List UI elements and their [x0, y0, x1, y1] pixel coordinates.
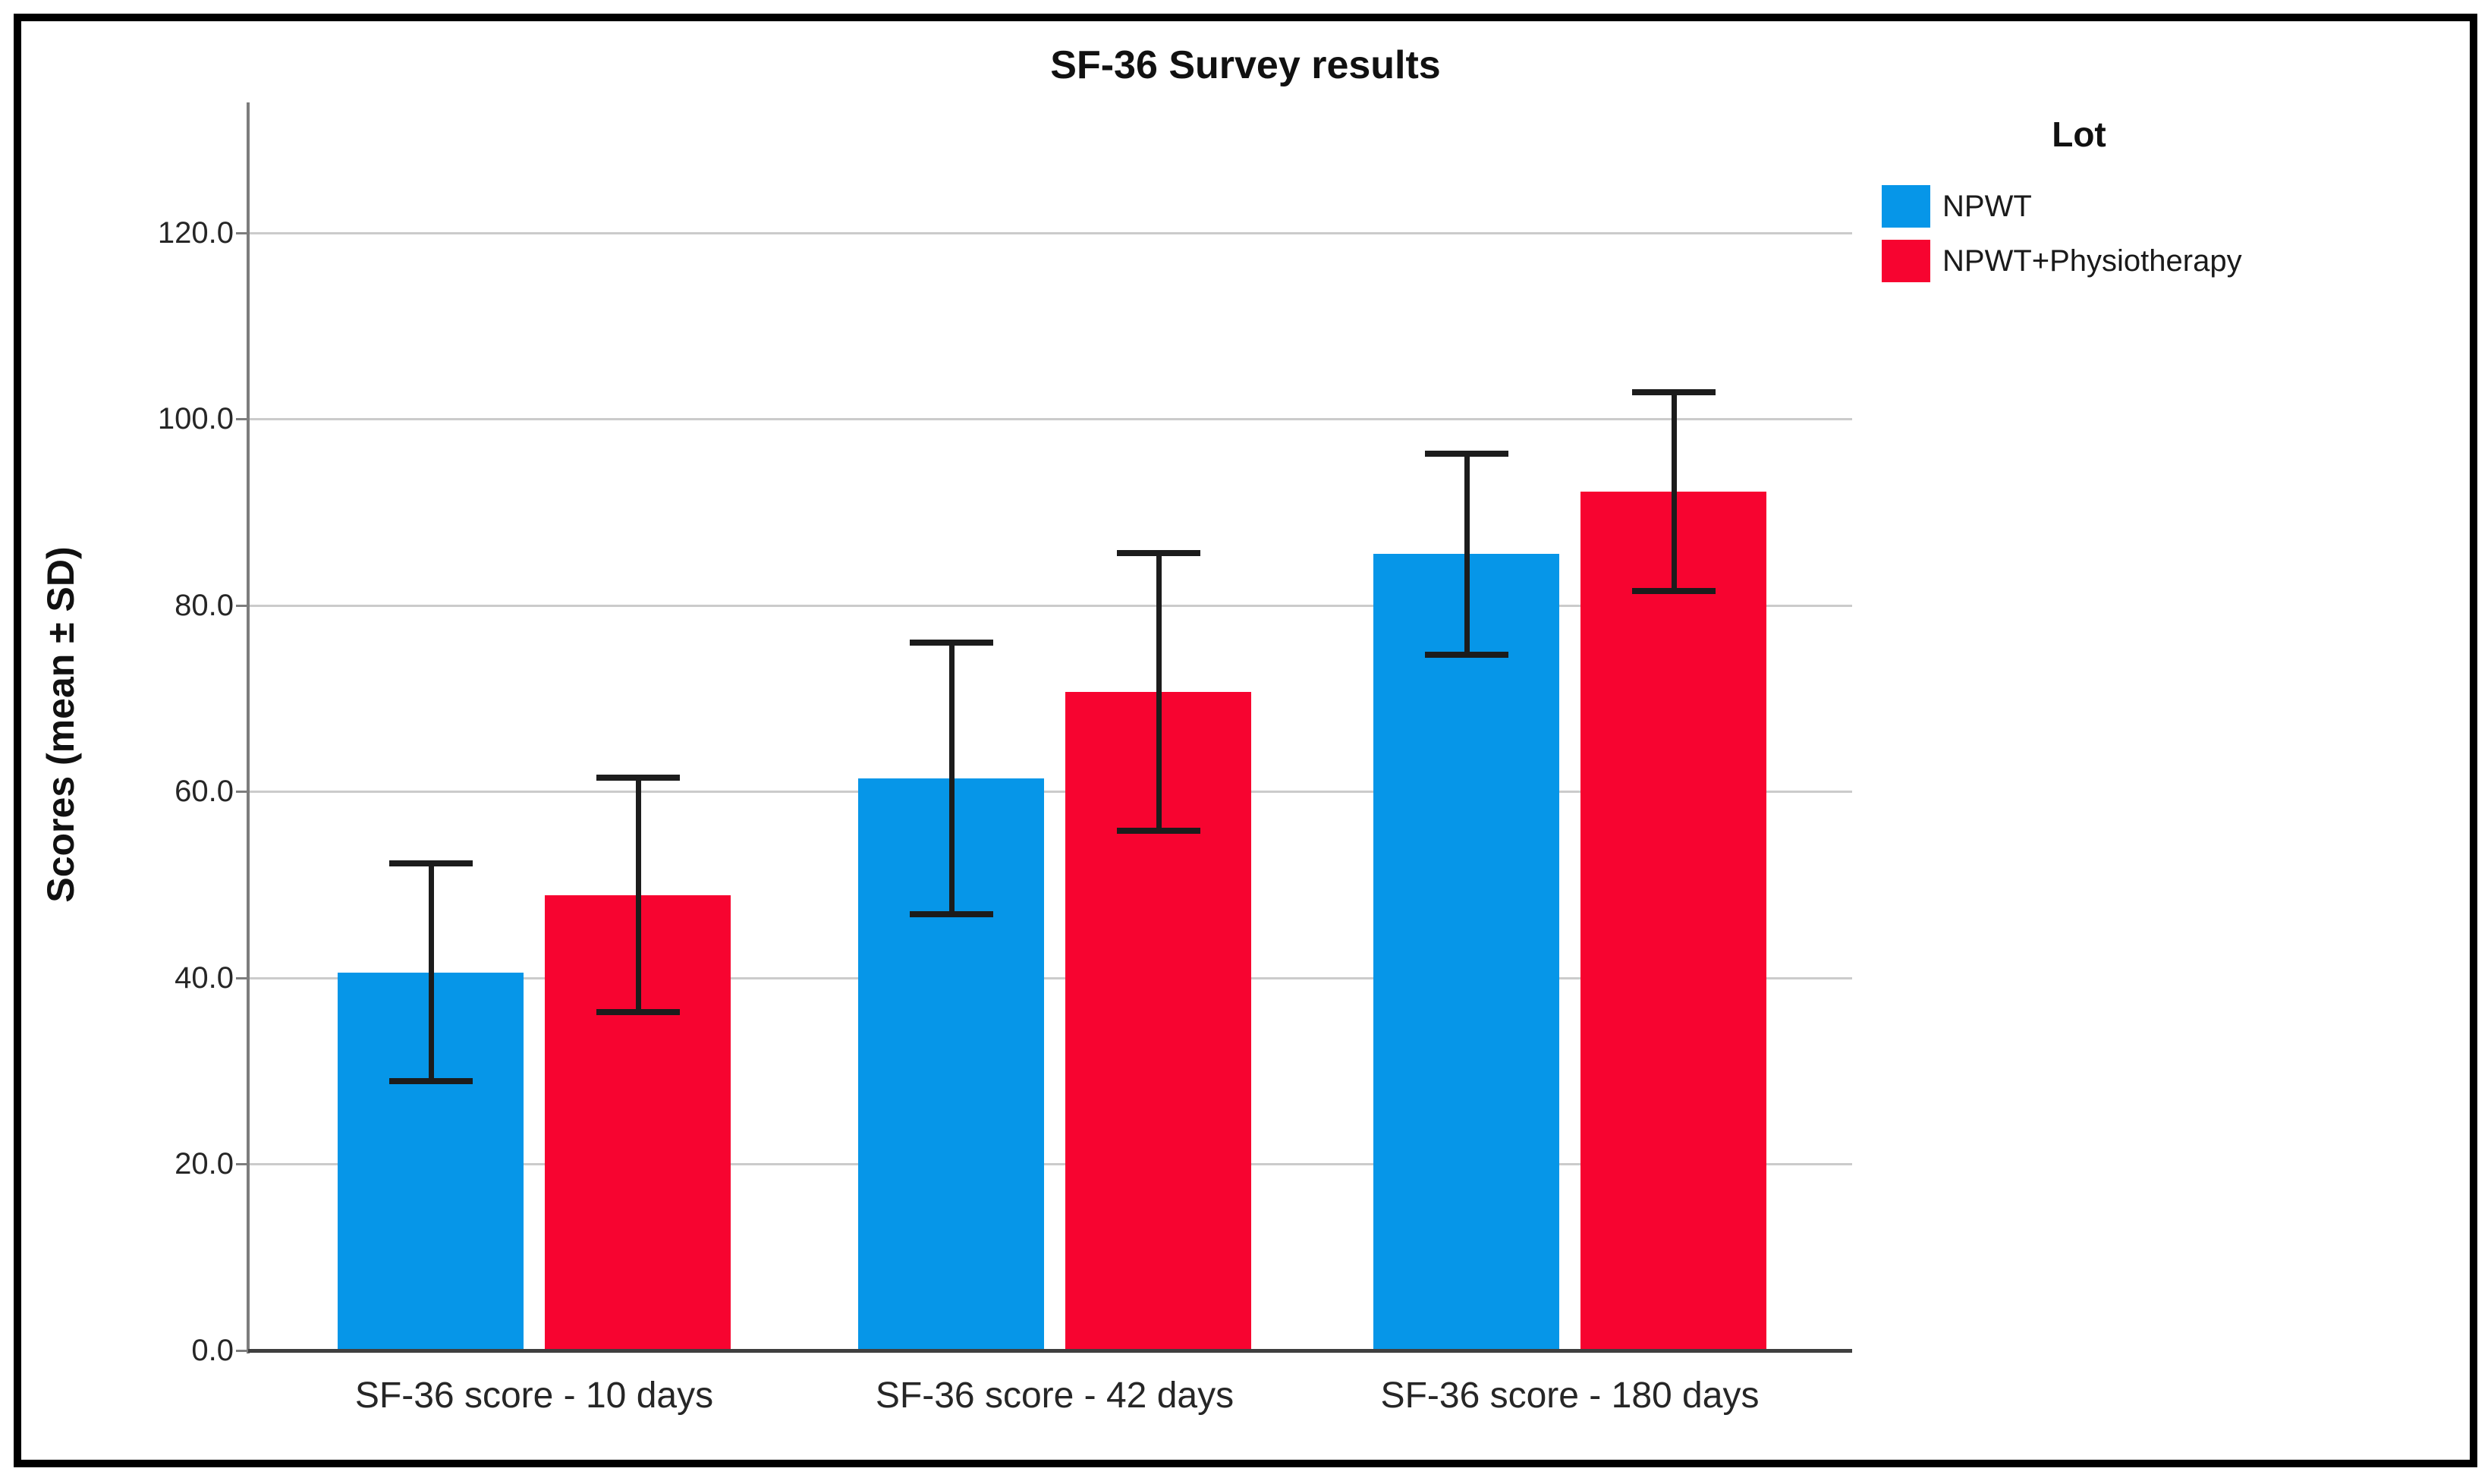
y-axis-tick-120 — [236, 231, 247, 234]
y-tick-label-100: 100.0 — [157, 402, 234, 436]
gridline-40 — [248, 976, 1852, 979]
legend-label: NPWT+Physiotherapy — [1942, 244, 2242, 278]
error-bar-NPWT-2 — [948, 643, 955, 915]
legend-item-NPWT+Physiotherapy: NPWT+Physiotherapy — [1882, 240, 2367, 282]
error-bar-NPWT-3 — [1464, 453, 1470, 655]
gridline-120 — [248, 231, 1852, 234]
x-axis-line — [248, 1349, 1852, 1353]
error-cap-top-NPWT-1 — [388, 860, 473, 866]
error-cap-top-NPWT-3 — [1424, 450, 1508, 457]
figure-border — [14, 14, 2477, 1467]
legend-title: Lot — [2052, 115, 2106, 154]
y-axis-tick-20 — [236, 1163, 247, 1166]
error-bar-NPWT+Physiotherapy-1 — [635, 778, 641, 1013]
error-cap-bottom-NPWT-3 — [1424, 651, 1508, 658]
y-axis-tick-80 — [236, 604, 247, 607]
legend-swatch — [1882, 185, 1930, 228]
y-tick-label-40: 40.0 — [175, 961, 234, 995]
bar-NPWT+Physiotherapy-3 — [1580, 492, 1766, 1350]
error-cap-bottom-NPWT+Physiotherapy-2 — [1116, 827, 1200, 834]
legend-swatch — [1882, 240, 1930, 282]
error-bar-NPWT-1 — [428, 863, 434, 1082]
legend-item-NPWT: NPWT — [1882, 185, 2367, 228]
error-cap-top-NPWT+Physiotherapy-3 — [1631, 388, 1716, 395]
chart-title: SF-36 Survey results — [1050, 43, 1441, 87]
gridline-60 — [248, 791, 1852, 794]
error-cap-top-NPWT+Physiotherapy-1 — [596, 775, 680, 781]
error-bar-NPWT+Physiotherapy-2 — [1156, 553, 1162, 831]
y-axis-tick-100 — [236, 418, 247, 421]
y-axis-tick-0 — [236, 1350, 247, 1352]
gridline-80 — [248, 604, 1852, 607]
y-tick-label-120: 120.0 — [157, 215, 234, 250]
error-cap-bottom-NPWT+Physiotherapy-3 — [1631, 588, 1716, 595]
x-tick-label-2: SF-36 score - 42 days — [875, 1376, 1234, 1416]
y-tick-label-0: 0.0 — [191, 1334, 234, 1367]
legend-items: NPWT NPWT+Physiotherapy — [1882, 185, 2367, 282]
x-tick-label-1: SF-36 score - 10 days — [354, 1376, 714, 1416]
y-tick-label-60: 60.0 — [175, 775, 234, 809]
y-axis-line — [247, 102, 250, 1354]
error-bar-NPWT+Physiotherapy-3 — [1671, 391, 1677, 592]
y-tick-label-20: 20.0 — [175, 1147, 234, 1181]
error-cap-top-NPWT+Physiotherapy-2 — [1116, 550, 1200, 557]
y-tick-label-80: 80.0 — [175, 588, 234, 622]
error-cap-bottom-NPWT-2 — [909, 911, 993, 918]
legend-label: NPWT — [1942, 189, 2032, 223]
error-cap-bottom-NPWT+Physiotherapy-1 — [596, 1009, 680, 1016]
x-tick-label-3: SF-36 score - 180 days — [1380, 1376, 1760, 1416]
bar-NPWT-3 — [1373, 554, 1559, 1350]
gridline-100 — [248, 418, 1852, 421]
y-axis-tick-40 — [236, 976, 247, 979]
gridline-20 — [248, 1163, 1852, 1166]
error-cap-bottom-NPWT-1 — [388, 1078, 473, 1085]
legend: Lot NPWT NPWT+Physiotherapy — [1882, 114, 2367, 294]
y-axis-tick-60 — [236, 791, 247, 794]
error-cap-top-NPWT-2 — [909, 640, 993, 646]
